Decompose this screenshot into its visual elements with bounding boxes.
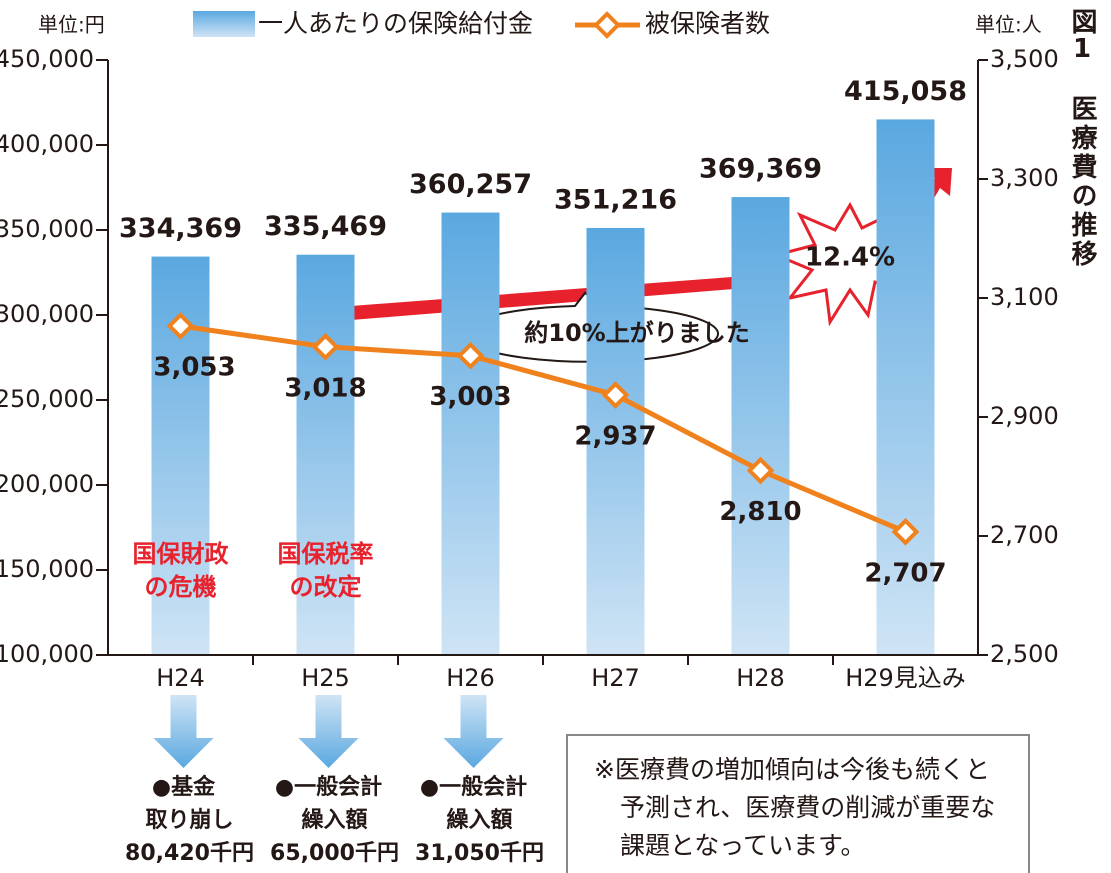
burst-text: 12.4% bbox=[805, 243, 895, 273]
down-arrow bbox=[298, 695, 359, 768]
line-marker bbox=[166, 312, 195, 340]
line-value-label: 2,707 bbox=[864, 558, 946, 588]
bottom-note: 繰入額 bbox=[446, 807, 512, 833]
bottom-note: 65,000千円 bbox=[270, 841, 399, 866]
note-box bbox=[566, 734, 1030, 873]
bottom-note: ●基金 bbox=[152, 774, 216, 800]
bottom-note: 取り崩し bbox=[145, 808, 233, 833]
bottom-note: ●一般会計 bbox=[420, 774, 527, 800]
bar-value-label: 351,216 bbox=[554, 184, 677, 215]
y2-tick-label: 2,500 bbox=[990, 640, 1059, 668]
figure-label: 図1 bbox=[1067, 8, 1097, 64]
line-marker bbox=[746, 456, 775, 485]
line-marker bbox=[456, 341, 485, 370]
y-tick-label: 250,000 bbox=[0, 385, 94, 413]
trend-arrow bbox=[325, 262, 780, 322]
y-tick-label: 150,000 bbox=[0, 555, 94, 583]
y-unit: 単位:円 bbox=[38, 13, 105, 37]
y2-unit: 単位:人 bbox=[975, 13, 1042, 37]
line-marker bbox=[891, 518, 920, 546]
line-marker bbox=[311, 332, 340, 361]
bar-value-label: 334,369 bbox=[119, 213, 242, 244]
legend-label: 被保険者数 bbox=[645, 9, 770, 38]
x-tick-label: H25 bbox=[301, 664, 350, 692]
y-tick-label: 200,000 bbox=[0, 470, 94, 498]
red-note: 国保税率 bbox=[278, 540, 374, 568]
callout-text: 約10%上がりました bbox=[524, 319, 749, 347]
red-note: の改定 bbox=[290, 573, 362, 601]
red-note: 国保財政 bbox=[133, 540, 229, 568]
y2-tick-label: 3,300 bbox=[990, 164, 1059, 192]
y-tick-label: 400,000 bbox=[0, 130, 94, 158]
legend-label: 一人あたりの保険給付金 bbox=[258, 9, 533, 38]
line bbox=[180, 323, 907, 535]
x-tick-label: H27 bbox=[591, 664, 640, 692]
bottom-note: 80,420千円 bbox=[125, 841, 254, 866]
bar-value-label: 360,257 bbox=[409, 169, 532, 200]
bottom-note: ●一般会計 bbox=[275, 774, 382, 800]
bar bbox=[731, 197, 790, 655]
chart-title: 医療費の推移 bbox=[1067, 95, 1097, 269]
x-tick-label: H24 bbox=[156, 664, 205, 692]
line-value-label: 3,053 bbox=[153, 352, 235, 382]
y2-tick-label: 2,700 bbox=[990, 521, 1059, 549]
line-value-label: 3,018 bbox=[284, 373, 366, 403]
line-value-label: 2,810 bbox=[719, 497, 801, 527]
y-tick-label: 300,000 bbox=[0, 300, 94, 328]
line-marker bbox=[601, 381, 630, 409]
bottom-note: 繰入額 bbox=[301, 807, 367, 833]
y-tick-label: 350,000 bbox=[0, 215, 94, 243]
x-tick-label: H29見込み bbox=[845, 664, 966, 692]
y2-tick-label: 3,100 bbox=[990, 283, 1059, 311]
legend-swatch bbox=[593, 11, 621, 39]
line-value-label: 2,937 bbox=[574, 421, 656, 451]
bar bbox=[441, 212, 500, 655]
bar-value-label: 415,058 bbox=[844, 76, 967, 107]
x-tick-label: H26 bbox=[446, 664, 495, 692]
note-text: ※医療費の増加傾向は今後も続くと bbox=[594, 755, 990, 784]
bar-value-label: 335,469 bbox=[264, 211, 387, 242]
red-note: の危機 bbox=[145, 573, 217, 601]
bar bbox=[296, 254, 355, 655]
legend-swatch bbox=[193, 11, 255, 37]
y2-tick-label: 2,900 bbox=[990, 402, 1059, 430]
bottom-note: 31,050千円 bbox=[415, 841, 544, 866]
bar bbox=[586, 227, 645, 655]
x-tick-label: H28 bbox=[736, 664, 785, 692]
bar bbox=[876, 119, 935, 656]
line-value-label: 3,003 bbox=[429, 382, 511, 412]
note-text: 予測され、医療費の削減が重要な bbox=[620, 793, 995, 822]
down-arrow bbox=[153, 695, 214, 768]
y-tick-label: 100,000 bbox=[0, 640, 94, 668]
bar-value-label: 369,369 bbox=[699, 154, 822, 185]
y2-tick-label: 3,500 bbox=[990, 45, 1059, 73]
down-arrow bbox=[443, 695, 504, 768]
note-text: 課題となっています。 bbox=[620, 831, 866, 860]
y-tick-label: 450,000 bbox=[0, 45, 94, 73]
